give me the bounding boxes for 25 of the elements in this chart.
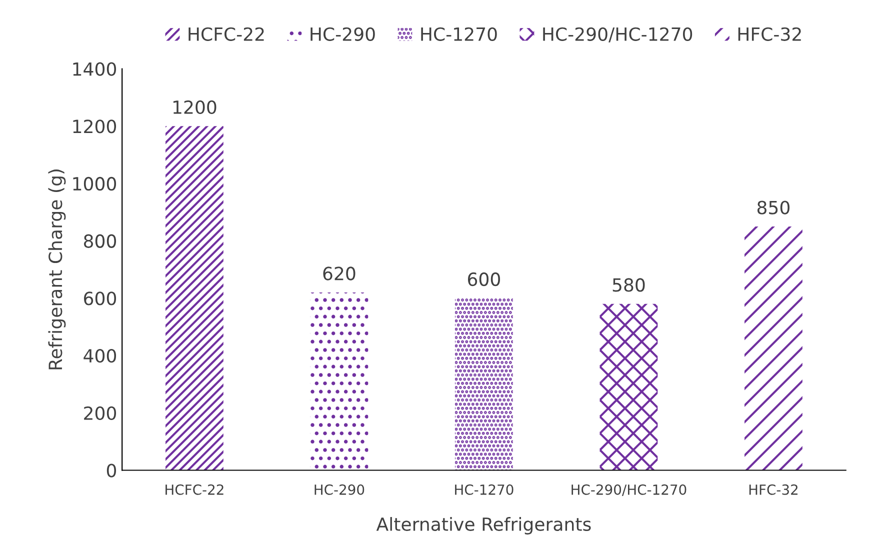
x-tick-label: HCFC-22: [166, 484, 224, 495]
y-axis-title: Refrigerant Charge (g): [48, 170, 66, 370]
y-tick-label: 1200: [73, 120, 116, 134]
legend-label: HCFC-22: [188, 27, 264, 41]
data-label: 600: [468, 272, 500, 286]
legend-label: HC-290: [310, 27, 375, 41]
legend-label: HC-1270: [421, 27, 497, 41]
x-tick-label: HC-290: [314, 484, 364, 495]
data-label: 1200: [173, 100, 216, 114]
legend-label: HFC-32: [738, 27, 801, 41]
y-tick-label: 400: [84, 348, 116, 363]
legend-label: HC-290/HC-1270: [543, 27, 692, 42]
y-tick-label: 1400: [73, 62, 116, 76]
y-tick-label: 600: [84, 292, 116, 306]
x-tick-label: HC-1270: [455, 484, 514, 495]
y-tick-label: 0: [106, 464, 116, 478]
y-tick-label: 1000: [73, 176, 116, 191]
data-label: 620: [323, 266, 356, 280]
y-tick-label: 200: [84, 406, 116, 420]
x-tick-label: HC-290/HC-1270: [572, 484, 686, 496]
data-label: 580: [612, 278, 645, 292]
x-tick-label: HFC-32: [749, 484, 798, 495]
y-tick-label: 800: [84, 234, 116, 248]
data-label: 850: [757, 200, 790, 214]
x-axis-title: Alternative Refrigerants: [376, 517, 591, 534]
